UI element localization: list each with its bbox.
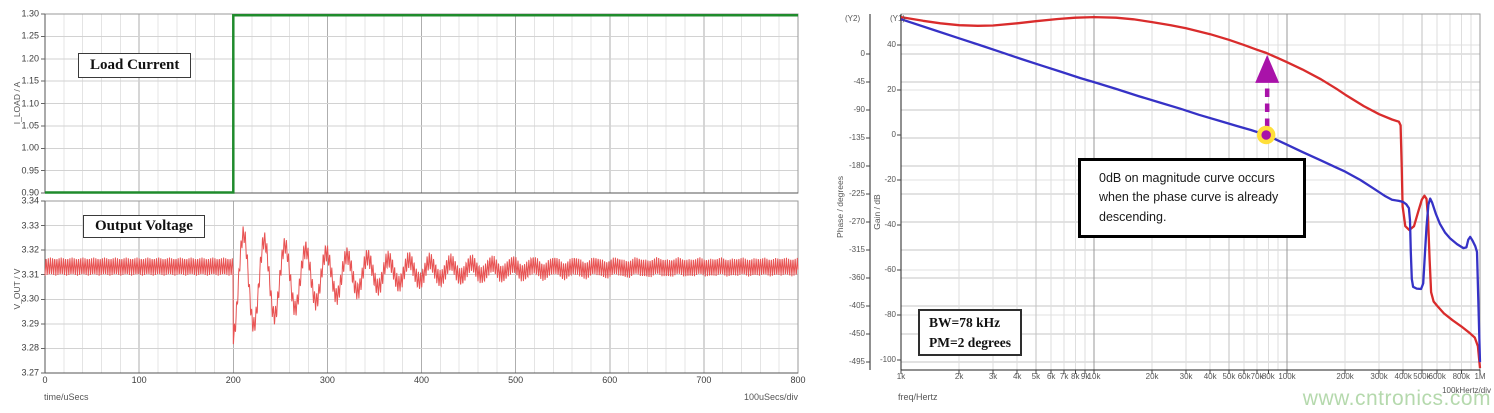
phase-tick-label: 0 — [860, 48, 865, 58]
transient-ytick-label: 1.05 — [21, 120, 39, 131]
transient-ytick-label: 3.30 — [21, 293, 39, 304]
freq-tick-label: 7k — [1059, 372, 1069, 381]
transient-ytick-label: 0.95 — [21, 165, 39, 176]
gain-tick-label: -20 — [884, 174, 896, 184]
bode-series — [900, 15, 1482, 369]
transient-ytick-label: 1.25 — [21, 30, 39, 41]
output-voltage-title-box: Output Voltage — [83, 215, 205, 238]
bw-pm-box: BW=78 kHz PM=2 degrees — [918, 309, 1023, 357]
phase-tick-label: -225 — [848, 188, 865, 198]
phase-tick-label: -405 — [848, 300, 865, 310]
freq-tick-label: 10k — [1087, 372, 1101, 381]
transient-xtick-label: 700 — [696, 375, 712, 385]
output-voltage-trace — [44, 226, 799, 345]
gain-tick-label: -60 — [884, 264, 896, 274]
y2-corner-label: (Y2) — [845, 14, 861, 23]
time-axis-unit-label: time/uSecs — [44, 392, 89, 402]
transient-xtick-label: 200 — [225, 375, 241, 385]
transient-ytick-label: 1.00 — [21, 142, 39, 153]
phase-tick-label: -315 — [848, 244, 865, 254]
freq-tick-label: 300k — [1370, 372, 1388, 381]
freq-tick-label: 30k — [1179, 372, 1193, 381]
gain-tick-label: -100 — [879, 354, 896, 364]
transient-ytick-label: 1.10 — [21, 98, 39, 108]
transient-series — [44, 14, 799, 345]
freq-per-div-label: 100kHertz/div — [1442, 386, 1491, 395]
freq-tick-label: 8k — [1071, 372, 1080, 381]
phase-tick-label: -45 — [853, 76, 865, 86]
current-axis-label: I_LOAD / A — [11, 81, 22, 125]
transient-xtick-label: 800 — [790, 375, 806, 385]
bw-value: BW=78 kHz — [929, 315, 1001, 330]
transient-ytick-label: 1.20 — [21, 53, 39, 64]
freq-tick-label: 400k — [1394, 372, 1412, 381]
pm-value: PM=2 degrees — [929, 334, 1012, 350]
gain-tick-label: 20 — [887, 85, 896, 94]
gain-tick-label: 0 — [891, 129, 896, 139]
gain-tick-label: 40 — [887, 40, 896, 50]
phase-tick-label: -180 — [848, 160, 865, 170]
crossover-annotation — [1255, 54, 1280, 145]
transient-ytick-label: 3.32 — [21, 244, 39, 255]
freq-tick-label: 500k — [1413, 372, 1431, 381]
load-current-title-box: Load Current — [78, 53, 192, 78]
transient-xtick-label: 0 — [42, 375, 48, 385]
freq-tick-label: 100k — [1278, 372, 1296, 381]
gain-curve — [900, 18, 1482, 363]
freq-tick-label: 70k — [1250, 372, 1264, 381]
transient-grid — [41, 13, 799, 374]
phase-tick-label: -270 — [848, 216, 865, 226]
freq-tick-label: 6k — [1046, 372, 1056, 381]
freq-tick-label: 4k — [1012, 372, 1022, 381]
watermark: www.cntronics.com — [1302, 387, 1491, 410]
freq-tick-label: 1M — [1474, 372, 1486, 381]
annotation-box: 0dB on magnitude curve occurs when the p… — [1078, 158, 1306, 239]
freq-tick-label: 600k — [1428, 372, 1446, 381]
transient-ytick-label: 0.90 — [21, 187, 39, 198]
transient-ytick-label: 3.31 — [21, 269, 39, 280]
crossover-marker-dot — [1256, 125, 1276, 145]
transient-xtick-label: 400 — [413, 375, 430, 385]
freq-tick-label: 800k — [1452, 372, 1470, 381]
transient-ytick-label: 3.28 — [21, 342, 39, 353]
transient-ytick-label: 1.15 — [21, 75, 39, 86]
freq-tick-label: 50k — [1222, 372, 1236, 381]
transient-ytick-label: 3.27 — [21, 367, 39, 378]
transient-xtick-label: 100 — [131, 375, 147, 385]
phase-tick-label: -450 — [848, 328, 865, 338]
load-current-trace — [45, 14, 798, 194]
gain-axis-label: Gain / dB — [871, 194, 882, 230]
freq-axis-unit-label: freq/Hertz — [898, 392, 938, 402]
freq-tick-label: 1k — [896, 372, 906, 381]
transient-ytick-label: 3.33 — [21, 220, 39, 231]
freq-tick-label: 2k — [954, 372, 964, 381]
voltage-axis-label: V_OUT / V — [11, 268, 22, 310]
freq-tick-label: 40k — [1203, 372, 1217, 381]
time-per-div-label: 100uSecs/div — [743, 392, 798, 402]
phase-tick-label: -135 — [848, 132, 865, 142]
freq-tick-label: 3k — [988, 372, 998, 381]
freq-tick-label: 9k — [1080, 372, 1090, 381]
transient-xtick-label: 500 — [508, 375, 524, 385]
freq-tick-label: 80k — [1261, 372, 1275, 381]
phase-tick-label: -360 — [848, 272, 865, 282]
freq-tick-label: 200k — [1336, 372, 1354, 381]
freq-tick-label: 5k — [1031, 372, 1041, 381]
transient-ytick-label: 1.30 — [21, 8, 39, 19]
phase-tick-label: -495 — [848, 356, 865, 366]
transient-ytick-label: 3.34 — [21, 195, 39, 206]
freq-tick-label: 60k — [1237, 372, 1251, 381]
y1-corner-label: (Y1) — [890, 14, 906, 23]
transient-xtick-label: 300 — [319, 375, 335, 385]
gain-tick-label: -40 — [884, 219, 896, 229]
transient-ytick-label: 3.29 — [21, 318, 39, 329]
phase-axis-label: Phase / degrees — [834, 176, 845, 238]
transient-xtick-label: 600 — [602, 375, 618, 385]
freq-tick-label: 20k — [1145, 372, 1159, 381]
phase-tick-label: -90 — [853, 104, 865, 114]
arrow-head — [1255, 54, 1280, 83]
gain-tick-label: -80 — [884, 309, 896, 319]
phase-curve — [900, 15, 1482, 369]
